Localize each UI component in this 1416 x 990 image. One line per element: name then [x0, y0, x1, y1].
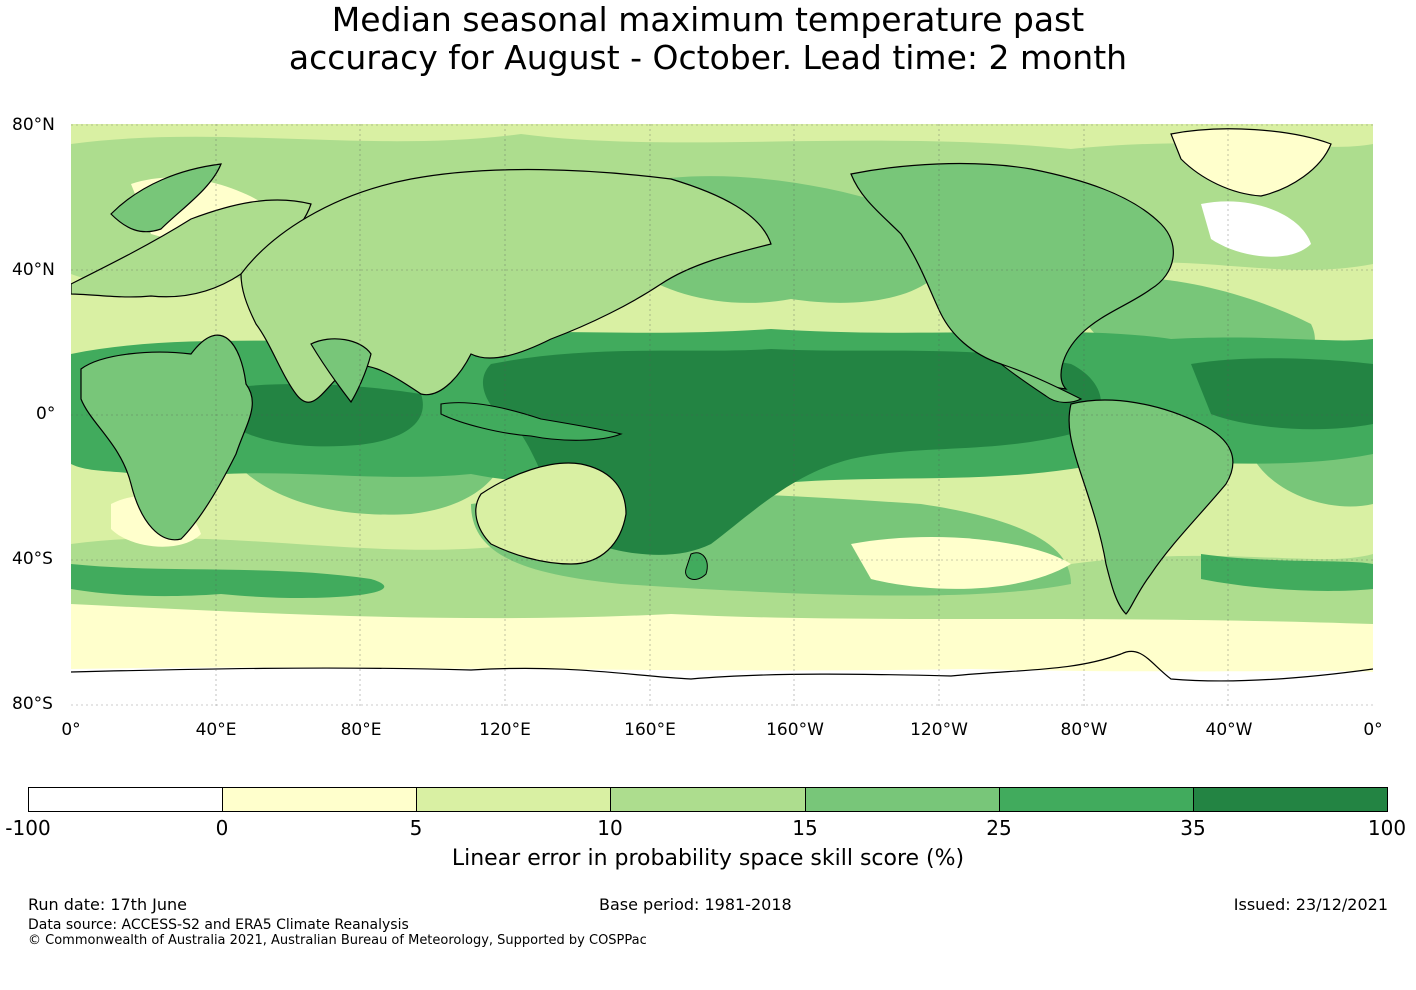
colorbar-tick: 25 [986, 816, 1012, 840]
lat-label-40n: 40°N [12, 260, 55, 280]
lon-label-120w: 120°W [910, 720, 968, 740]
colorbar-segment-6 [999, 788, 1194, 811]
lon-label-40e: 40°E [195, 720, 237, 740]
low-skill-patch-8 [851, 536, 1071, 589]
colorbar-segment-1 [29, 788, 224, 811]
colorbar-segment-3 [417, 788, 612, 811]
colorbar [28, 787, 1388, 812]
colorbar-segment-2 [223, 788, 418, 811]
skill-map [71, 124, 1373, 706]
land-greenland [1170, 128, 1332, 197]
graticule [71, 124, 1373, 706]
copyright: © Commonwealth of Australia 2021, Austra… [28, 933, 647, 948]
land-india [310, 338, 372, 404]
colorbar-tick: 100 [1367, 816, 1407, 840]
land-central-america [1000, 363, 1083, 403]
colorbar-segment-7 [1193, 788, 1387, 811]
tropical-pacific-darkest [482, 349, 1101, 555]
low-skill-patch-6 [1201, 201, 1311, 257]
base-period: Base period: 1981-2018 [599, 895, 792, 914]
title-line-2: accuracy for August - October. Lead time… [288, 38, 1128, 77]
lon-label-40w: 40°W [1205, 720, 1253, 740]
land-australia [475, 462, 627, 565]
land-maritime-continent [440, 402, 623, 441]
lon-label-160w: 160°W [766, 720, 824, 740]
lon-label-80w: 80°W [1060, 720, 1108, 740]
colorbar-tick: 5 [409, 816, 423, 840]
tropical-atlantic-darkest [1191, 358, 1373, 430]
data-source: Data source: ACCESS-S2 and ERA5 Climate … [28, 917, 409, 933]
land-new-zealand [685, 552, 708, 580]
colorbar-tick: 0 [215, 816, 229, 840]
land-scandinavia [110, 163, 222, 233]
colorbar-tick: 10 [597, 816, 623, 840]
colorbar-tick: 15 [792, 816, 818, 840]
land-north-america [850, 162, 1174, 390]
title-line-1: Median seasonal maximum temperature past [331, 0, 1085, 39]
southern-ocean-high [71, 564, 385, 599]
lon-label-160e: 160°E [624, 720, 676, 740]
colorbar-tick: 35 [1180, 816, 1206, 840]
south-atlantic-high [1201, 554, 1373, 591]
land-asia [240, 168, 772, 403]
lon-label-120e: 120°E [479, 720, 531, 740]
run-date: Run date: 17th June [28, 895, 188, 914]
land-south-america [1068, 399, 1234, 615]
colorbar-label: Linear error in probability space skill … [451, 846, 965, 871]
lon-label-0-right: 0° [1363, 720, 1383, 740]
land-antarctica-coast [71, 650, 1373, 682]
lon-label-80e: 80°E [340, 720, 382, 740]
lon-label-0-left: 0° [61, 720, 81, 740]
colorbar-tick: -100 [5, 816, 51, 840]
chart-title: Median seasonal maximum temperature past… [0, 0, 1416, 77]
land-africa [80, 334, 253, 541]
colorbar-segment-4 [611, 788, 806, 811]
skill-map-svg [71, 124, 1373, 706]
lat-label-80n: 80°N [12, 115, 55, 135]
lat-label-40s: 40°S [12, 549, 53, 569]
lat-label-0: 0° [36, 404, 56, 424]
colorbar-segment-5 [805, 788, 1000, 811]
lat-label-80s: 80°S [12, 694, 53, 714]
low-skill-patch-5 [71, 667, 1373, 706]
issued-date: Issued: 23/12/2021 [1233, 895, 1388, 914]
